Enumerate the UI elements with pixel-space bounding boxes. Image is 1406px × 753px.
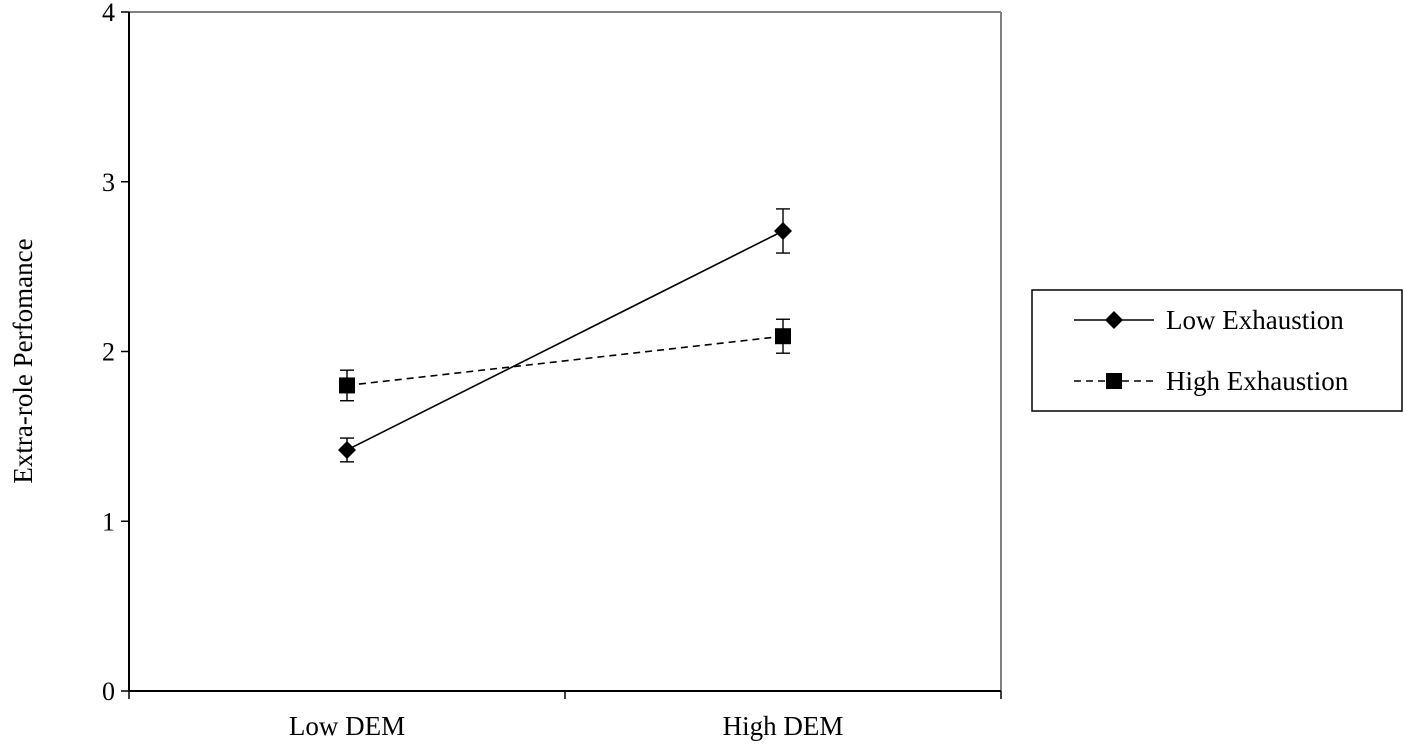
y-tick-label: 1 [102,507,115,536]
legend-entry-1[interactable]: Low Exhaustion [1074,305,1344,335]
legend-diamond-marker [1105,311,1123,329]
y-tick-label: 0 [102,677,115,706]
series-line [346,335,784,387]
y-axis: 0 1 2 3 4 [102,0,130,706]
series-layer [338,208,792,463]
y-tick-label: 4 [102,0,115,27]
series-2 [339,318,791,402]
x-axis: Low DEM High DEM [128,690,1002,741]
x-category-label: Low DEM [289,711,405,741]
legend-entry-2[interactable]: High Exhaustion [1074,366,1349,396]
diamond-marker [774,221,792,240]
square-marker [775,328,791,345]
y-tick-label: 2 [102,338,115,367]
y-axis-title: Extra-role Perfomance [8,238,38,483]
legend-square-marker [1106,373,1122,389]
series-1 [338,208,792,463]
series-line [346,230,784,451]
legend-label: Low Exhaustion [1166,305,1344,335]
legend-label: High Exhaustion [1166,366,1349,396]
legend[interactable]: Low Exhaustion High Exhaustion [1031,289,1403,412]
diamond-marker [338,440,356,459]
plot-area-frame [129,11,1002,691]
square-marker [339,377,355,394]
legend-box [1031,289,1403,412]
x-category-label: High DEM [723,711,844,741]
y-tick-label: 3 [102,168,115,197]
